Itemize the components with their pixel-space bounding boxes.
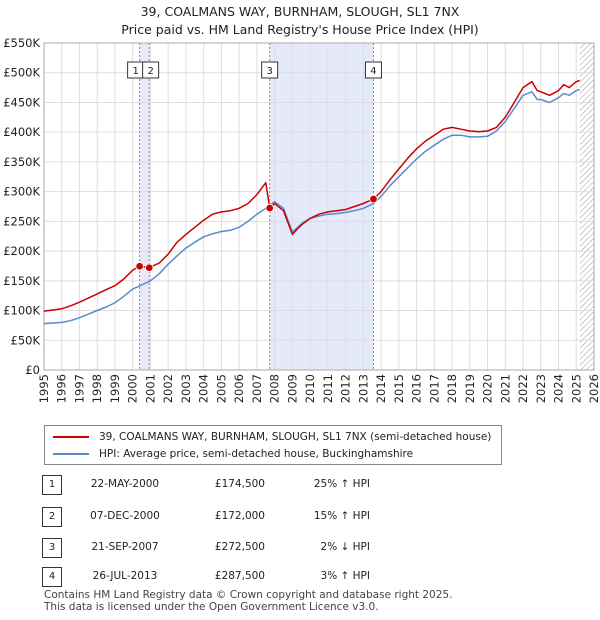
x-tick-label: 2003 xyxy=(179,374,193,403)
shaded-range xyxy=(139,43,150,370)
shaded-range xyxy=(269,43,374,370)
y-tick-label: £300K xyxy=(3,185,40,199)
transaction-row: 1 22-MAY-2000 £174,500 25% ↑ HPI xyxy=(0,475,600,497)
transaction-number: 1 xyxy=(42,475,62,495)
x-tick-label: 2015 xyxy=(392,374,406,403)
footer-licence: This data is licensed under the Open Gov… xyxy=(44,601,379,613)
sale-marker-label: 1 xyxy=(132,66,138,77)
x-tick-label: 2024 xyxy=(552,374,566,403)
future-hatch xyxy=(579,43,594,370)
sale-marker-box xyxy=(261,61,279,79)
transaction-number: 4 xyxy=(42,567,62,587)
x-tick-label: 2020 xyxy=(481,374,495,403)
y-tick-label: £400K xyxy=(3,125,40,139)
chart-title: 39, COALMANS WAY, BURNHAM, SLOUGH, SL1 7… xyxy=(140,4,460,19)
legend: 39, COALMANS WAY, BURNHAM, SLOUGH, SL1 7… xyxy=(44,425,502,465)
y-tick-label: £50K xyxy=(11,333,41,347)
x-tick-label: 2016 xyxy=(410,374,424,403)
transaction-price: £172,000 xyxy=(214,510,265,522)
transaction-date: 22-MAY-2000 xyxy=(90,478,160,490)
sale-point xyxy=(135,262,144,271)
sale-point xyxy=(369,194,378,204)
y-tick-label: £350K xyxy=(3,155,40,169)
x-tick-label: 2017 xyxy=(427,374,441,403)
legend-label-property: 39, COALMANS WAY, BURNHAM, SLOUGH, SL1 7… xyxy=(99,431,492,443)
hpi-line xyxy=(43,88,581,325)
x-tick-label: 1997 xyxy=(72,374,86,403)
x-tick-label: 2012 xyxy=(339,374,353,403)
x-tick-label: 2018 xyxy=(445,374,459,403)
x-tick-label: 2001 xyxy=(143,374,157,403)
x-tick-label: 1998 xyxy=(90,374,104,403)
x-tick-label: 2010 xyxy=(303,374,317,403)
transaction-price: £287,500 xyxy=(214,570,265,582)
x-tick-label: 2019 xyxy=(463,374,477,403)
footer: Contains HM Land Registry data © Crown c… xyxy=(44,589,452,613)
x-tick-label: 2021 xyxy=(498,374,512,403)
sale-marker-label: 3 xyxy=(266,66,272,77)
x-tick-label: 2007 xyxy=(250,374,264,403)
x-tick-label: 2004 xyxy=(197,374,211,403)
x-tick-label: 2022 xyxy=(516,374,530,403)
x-tick-label: 1995 xyxy=(37,374,51,403)
transaction-row: 4 26-JUL-2013 £287,500 3% ↑ HPI xyxy=(0,567,600,589)
transaction-date: 26-JUL-2013 xyxy=(92,570,158,582)
legend-line-property xyxy=(53,436,89,438)
legend-label-hpi: HPI: Average price, semi-detached house,… xyxy=(99,448,414,460)
sale-marker-label: 2 xyxy=(147,66,153,77)
plot-border xyxy=(43,42,595,371)
x-tick-label: 2011 xyxy=(321,374,335,403)
price-chart: £0 £50K £100K £150K £200K £250K £300K £350K £400… xyxy=(3,36,600,403)
transaction-price: £272,500 xyxy=(214,541,265,553)
x-tick-label: 2013 xyxy=(356,374,370,403)
transaction-price: £174,500 xyxy=(214,478,265,490)
x-tick-label: 2025 xyxy=(569,374,583,403)
y-tick-label: £100K xyxy=(3,304,40,318)
x-tick-label: 2002 xyxy=(161,374,175,403)
sale-point xyxy=(145,263,154,272)
legend-item-hpi: HPI: Average price, semi-detached house,… xyxy=(53,446,413,462)
sale-marker-box xyxy=(364,61,382,79)
x-tick-label: 2000 xyxy=(126,374,140,403)
x-tick-label: 2009 xyxy=(285,374,299,403)
footer-copyright: Contains HM Land Registry data © Crown c… xyxy=(44,589,453,601)
transaction-row: 2 07-DEC-2000 £172,000 15% ↑ HPI xyxy=(0,507,600,529)
chart-subtitle: Price paid vs. HM Land Registry's House … xyxy=(121,22,479,37)
sale-point xyxy=(265,203,274,213)
transaction-hpi: 15% ↑ HPI xyxy=(313,510,370,522)
y-tick-label: £550K xyxy=(3,36,40,50)
x-tick-label: 2005 xyxy=(214,374,228,403)
y-tick-label: £450K xyxy=(3,95,40,109)
x-tick-label: 2014 xyxy=(374,374,388,403)
y-tick-label: £0 xyxy=(25,363,40,377)
y-tick-label: £500K xyxy=(3,66,40,80)
legend-line-hpi xyxy=(53,453,89,455)
transaction-hpi: 3% ↑ HPI xyxy=(320,570,370,582)
x-tick-label: 1999 xyxy=(108,374,122,403)
sale-marker-label: 4 xyxy=(370,66,376,77)
y-tick-label: £250K xyxy=(3,214,40,228)
transaction-date: 21-SEP-2007 xyxy=(91,541,159,553)
legend-item-property: 39, COALMANS WAY, BURNHAM, SLOUGH, SL1 7… xyxy=(53,429,491,445)
transaction-number: 3 xyxy=(42,538,62,558)
y-tick-label: £150K xyxy=(3,274,40,288)
sale-marker-box xyxy=(142,61,160,79)
transaction-row: 3 21-SEP-2007 £272,500 2% ↓ HPI xyxy=(0,538,600,560)
transaction-date: 07-DEC-2000 xyxy=(90,510,160,522)
y-tick-label: £200K xyxy=(3,244,40,258)
x-tick-label: 1996 xyxy=(55,374,69,403)
x-tick-label: 2023 xyxy=(534,374,548,403)
transaction-hpi: 2% ↓ HPI xyxy=(320,541,370,553)
x-tick-label: 2006 xyxy=(232,374,246,403)
transaction-number: 2 xyxy=(42,507,62,527)
x-tick-label: 2026 xyxy=(587,374,600,403)
transaction-hpi: 25% ↑ HPI xyxy=(313,478,370,490)
x-tick-label: 2008 xyxy=(268,374,282,403)
